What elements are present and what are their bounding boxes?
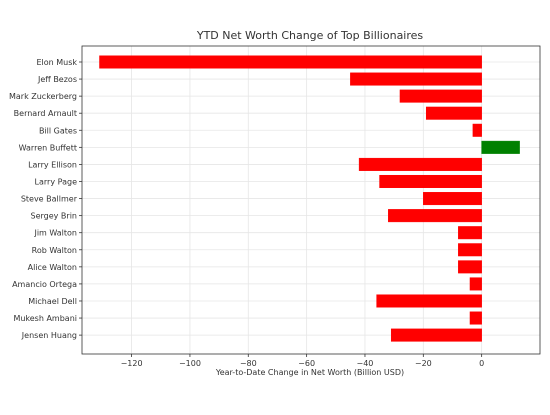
y-tick-label: Michael Dell (28, 297, 77, 306)
x-tick-label: −80 (240, 359, 257, 368)
bar-steve-ballmer (423, 192, 482, 206)
bar-mukesh-ambani (469, 311, 482, 325)
y-tick-label: Mukesh Ambani (13, 314, 77, 323)
y-tick-label: Sergey Brin (31, 212, 78, 221)
bar-elon-musk (99, 55, 482, 69)
x-tick-label: −100 (179, 359, 201, 368)
bar-michael-dell (376, 294, 482, 308)
x-tick-labels: −120 −100 −80 −60 −40 −20 0 (121, 359, 485, 368)
bar-larry-page (379, 174, 482, 188)
y-tick-label: Rob Walton (32, 246, 77, 255)
bars (99, 55, 520, 342)
x-tick-label: −120 (121, 359, 143, 368)
bar-alice-walton (458, 260, 482, 274)
bar-jim-walton (458, 226, 482, 240)
bar-warren-buffett (481, 140, 520, 154)
y-tick-label: Jensen Huang (21, 331, 77, 340)
bar-bill-gates (472, 123, 482, 137)
bar-mark-zuckerberg (399, 89, 482, 103)
bar-bernard-arnault (425, 106, 482, 120)
y-tick-label: Warren Buffett (19, 143, 77, 152)
y-tick-label: Jim Walton (33, 229, 77, 238)
bar-rob-walton (458, 243, 482, 257)
y-tick-label: Bernard Arnault (14, 109, 77, 118)
y-tick-label: Larry Page (35, 177, 78, 186)
bar-sergey-brin (388, 209, 482, 223)
y-tick-label: Mark Zuckerberg (9, 92, 77, 101)
y-tick-label: Larry Ellison (28, 160, 77, 169)
chart-title: YTD Net Worth Change of Top Billionaires (196, 29, 424, 42)
y-tick-label: Steve Ballmer (21, 195, 78, 204)
x-tick-label: 0 (479, 359, 484, 368)
x-tick-label: −20 (415, 359, 432, 368)
plot-frame (81, 45, 541, 355)
bar-larry-ellison (358, 157, 482, 171)
y-tick-label: Amancio Ortega (12, 280, 77, 289)
y-tick-label: Alice Walton (28, 263, 77, 272)
bar-jeff-bezos (350, 72, 482, 86)
axes (79, 45, 541, 357)
y-tick-labels: Elon Musk Jeff Bezos Mark Zuckerberg Bernar… (9, 58, 78, 340)
y-tick-label: Jeff Bezos (37, 75, 77, 84)
x-tick-label: −60 (298, 359, 315, 368)
x-tick-label: −40 (357, 359, 374, 368)
bar-amancio-ortega (469, 277, 482, 291)
y-tick-label: Elon Musk (36, 58, 77, 67)
y-tick-label: Bill Gates (39, 126, 77, 135)
bar-jensen-huang (390, 328, 482, 342)
x-axis-label: Year-to-Date Change in Net Worth (Billio… (215, 368, 404, 377)
